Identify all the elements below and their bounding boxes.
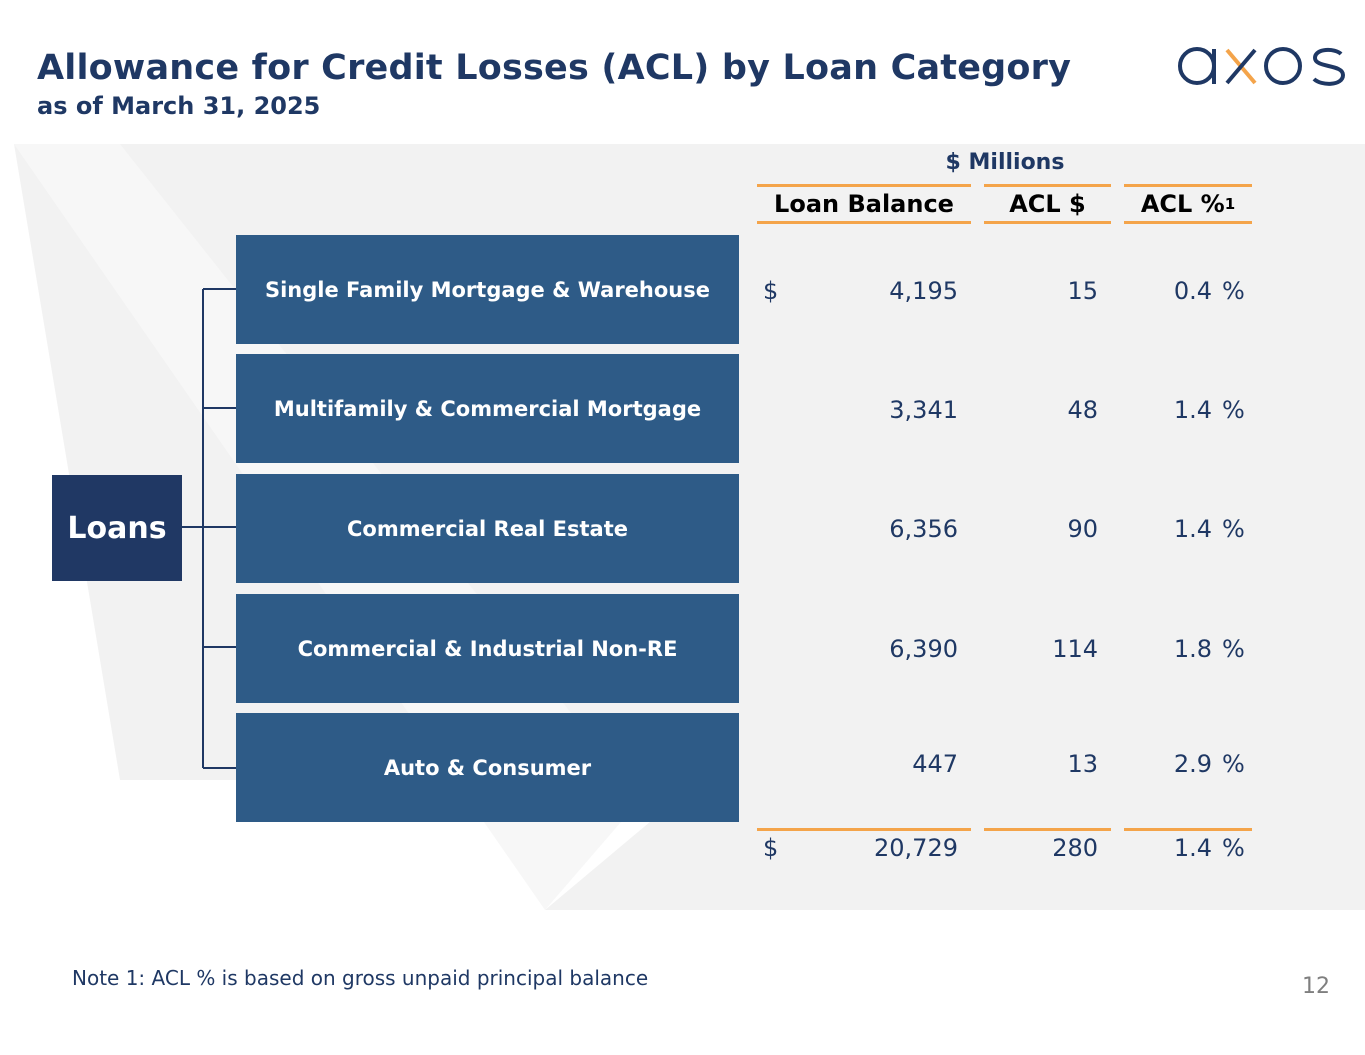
- column-header-acl-percent-label: ACL %: [1140, 190, 1225, 218]
- footnote-text: Note 1: ACL % is based on gross unpaid p…: [72, 966, 649, 990]
- total-loan-balance: 20,729: [874, 834, 958, 862]
- acl-percent-value: 0.4: [1173, 277, 1212, 305]
- footnote-marker: 1: [1224, 195, 1236, 213]
- page-title: Allowance for Credit Losses (ACL) by Loa…: [37, 48, 1072, 88]
- column-header-acl-dollars-label: ACL $: [1009, 190, 1086, 218]
- loans-root-box: Loans: [52, 475, 182, 581]
- percent-symbol: %: [1222, 834, 1245, 862]
- percent-symbol: %: [1222, 750, 1245, 778]
- loan-balance-value: 6,390: [889, 635, 958, 663]
- total-rule-acl-percent: [1124, 828, 1252, 831]
- acl-percent-value: 2.9: [1173, 750, 1212, 778]
- category-label: Multifamily & Commercial Mortgage: [273, 396, 702, 421]
- currency-symbol: $: [763, 277, 779, 305]
- loan-balance-value: 3,341: [889, 396, 958, 424]
- column-header-acl-percent: ACL % 1: [1124, 184, 1252, 224]
- axos-logo: axos: [1178, 47, 1346, 86]
- acl-value: 48: [1067, 396, 1098, 424]
- acl-value: 90: [1067, 515, 1098, 543]
- percent-symbol: %: [1222, 635, 1245, 663]
- percent-symbol: %: [1222, 277, 1245, 305]
- acl-value: 15: [1067, 277, 1098, 305]
- column-header-loan-balance-label: Loan Balance: [774, 190, 954, 218]
- category-box-commercial-real-estate: Commercial Real Estate: [236, 474, 739, 583]
- total-currency-symbol: $: [763, 834, 779, 862]
- category-box-commercial-industrial: Commercial & Industrial Non-RE: [236, 594, 739, 703]
- category-label: Commercial & Industrial Non-RE: [297, 636, 678, 661]
- page-number: 12: [1302, 974, 1330, 999]
- total-rule-acl: [984, 828, 1111, 831]
- units-label: $ Millions: [945, 150, 1065, 175]
- acl-value: 114: [1052, 635, 1098, 663]
- loan-balance-value: 6,356: [889, 515, 958, 543]
- page-subtitle: as of March 31, 2025: [37, 92, 321, 120]
- category-label: Auto & Consumer: [383, 755, 592, 780]
- total-acl: 280: [1052, 834, 1098, 862]
- category-box-auto-consumer: Auto & Consumer: [236, 713, 739, 822]
- total-rule-loan-balance: [757, 828, 971, 831]
- loan-balance-value: 447: [912, 750, 958, 778]
- total-acl-percent: 1.4: [1173, 834, 1212, 862]
- column-header-loan-balance: Loan Balance: [757, 184, 971, 224]
- percent-symbol: %: [1222, 515, 1245, 543]
- acl-value: 13: [1067, 750, 1098, 778]
- category-box-single-family: Single Family Mortgage & Warehouse: [236, 235, 739, 344]
- acl-percent-value: 1.4: [1173, 515, 1212, 543]
- acl-percent-value: 1.4: [1173, 396, 1212, 424]
- category-box-multifamily: Multifamily & Commercial Mortgage: [236, 354, 739, 463]
- category-label: Commercial Real Estate: [347, 516, 628, 541]
- category-label: Single Family Mortgage & Warehouse: [264, 277, 710, 302]
- loans-root-label: Loans: [67, 510, 167, 546]
- loan-balance-value: 4,195: [889, 277, 958, 305]
- column-header-acl-dollars: ACL $: [984, 184, 1111, 224]
- percent-symbol: %: [1222, 396, 1245, 424]
- acl-percent-value: 1.8: [1173, 635, 1212, 663]
